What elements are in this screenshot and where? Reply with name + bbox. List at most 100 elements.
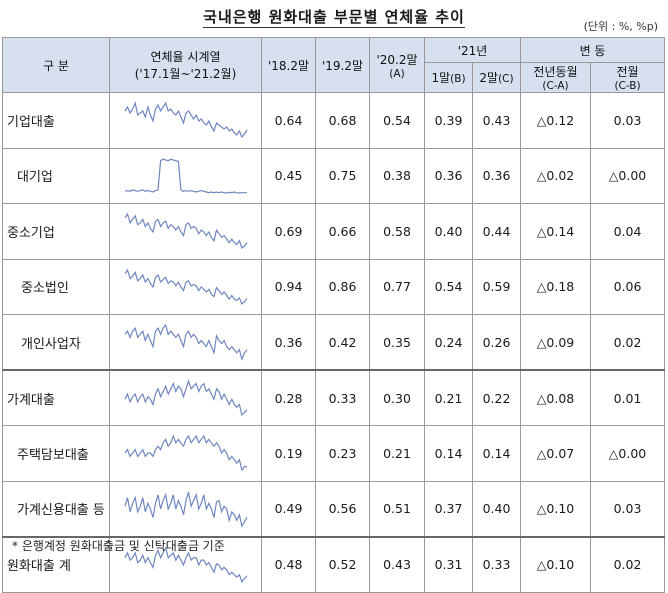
value-yoy: △0.12 [520, 92, 592, 149]
header-timeseries-range: ('17.1월~'21.2월) [134, 67, 237, 81]
value-18-2: 0.45 [261, 147, 316, 204]
page-title-text: 국내은행 원화대출 부문별 연체율 추이 [203, 8, 465, 28]
row-label: 중소법인 [2, 258, 110, 315]
table-row: 가계대출 0.28 0.33 0.30 0.21 0.22 △0.08 0.01 [2, 369, 666, 426]
value-yoy: △0.08 [520, 369, 592, 426]
header-yoy-label: 전년동월 [533, 65, 578, 79]
header-category: 구 분 [2, 37, 110, 93]
value-mom: △0.00 [590, 425, 666, 482]
value-19-2: 0.56 [315, 480, 370, 537]
value-19-2: 0.33 [315, 369, 370, 426]
sparkline-cell [109, 203, 262, 260]
value-20-2: 0.38 [369, 147, 425, 204]
sparkline [124, 212, 247, 250]
table-row: 주택담보대출 0.19 0.23 0.21 0.14 0.14 △0.07 △0.00 [2, 425, 666, 482]
value-21-2: 0.14 [471, 425, 522, 482]
value-19-2: 0.86 [315, 258, 370, 315]
value-mom: 0.01 [590, 369, 666, 426]
sparkline-cell [109, 147, 262, 204]
value-20-2: 0.30 [369, 369, 425, 426]
table-row: 가계신용대출 등 0.49 0.56 0.51 0.37 0.40 △0.10 0.03 [2, 480, 666, 537]
sparkline-cell [109, 92, 262, 149]
value-yoy: △0.18 [520, 258, 592, 315]
table-row: 중소법인 0.94 0.86 0.77 0.54 0.59 △0.18 0.06 [2, 258, 666, 315]
row-label: 중소기업 [2, 203, 110, 260]
value-mom: △0.00 [590, 147, 666, 204]
value-21-2: 0.59 [471, 258, 522, 315]
sparkline-line [123, 101, 248, 139]
header-timeseries-title: 연체율 시계열 [150, 50, 221, 64]
sparkline [123, 101, 248, 139]
value-19-2: 0.52 [315, 535, 370, 593]
value-18-2: 0.69 [261, 203, 316, 260]
value-21-1: 0.40 [424, 203, 473, 260]
value-19-2: 0.23 [315, 425, 370, 482]
sparkline-line [124, 212, 247, 250]
value-19-2: 0.42 [315, 314, 370, 371]
header-21-2-sub: (C) [498, 73, 514, 85]
header-20-2: '20.2말 (A) [369, 37, 425, 93]
sparkline-line [124, 268, 247, 305]
sparkline [124, 323, 247, 361]
sparkline [123, 491, 248, 528]
value-21-1: 0.14 [424, 425, 473, 482]
value-20-2: 0.58 [369, 203, 425, 260]
sparkline-line [123, 379, 247, 417]
table-row: 대기업 0.45 0.75 0.38 0.36 0.36 △0.02 △0.00 [2, 147, 666, 204]
value-19-2: 0.75 [315, 147, 370, 204]
row-label: 개인사업자 [2, 314, 110, 371]
value-21-1: 0.39 [424, 92, 473, 149]
row-label: 주택담보대출 [2, 425, 110, 482]
header-18-2: '18.2말 [261, 37, 316, 93]
sparkline-cell [109, 369, 262, 426]
value-21-2: 0.36 [471, 147, 522, 204]
value-19-2: 0.66 [315, 203, 370, 260]
value-18-2: 0.49 [261, 480, 316, 537]
row-label: 기업대출 [2, 92, 110, 149]
header-21-2: 2말(C) [471, 62, 522, 93]
value-mom: 0.02 [590, 314, 666, 371]
unit-label: (단위 : %, %p) [583, 20, 658, 33]
header-21-1: 1말(B) [424, 62, 473, 93]
sparkline [124, 268, 247, 305]
table-row: 개인사업자 0.36 0.42 0.35 0.24 0.26 △0.09 0.02 [2, 314, 666, 371]
footnote: * 은행계정 원화대출금 및 신탁대출금 기준 [12, 539, 225, 553]
delinquency-table: 구 분 연체율 시계열 ('17.1월~'21.2월) '18.2말 '19.2… [2, 37, 666, 593]
value-21-1: 0.54 [424, 258, 473, 315]
sparkline [124, 158, 247, 194]
header-timeseries: 연체율 시계열 ('17.1월~'21.2월) [109, 37, 262, 93]
sparkline-cell [109, 425, 262, 482]
header-21-1-label: 1말 [431, 71, 451, 85]
sparkline [124, 434, 247, 472]
header-20-2-sub: (A) [389, 67, 405, 80]
value-mom: 0.03 [590, 480, 666, 537]
value-21-2: 0.43 [471, 92, 522, 149]
value-21-1: 0.36 [424, 147, 473, 204]
sparkline-line [124, 323, 247, 361]
row-label: 가계대출 [2, 369, 110, 426]
header-21-1-sub: (B) [450, 73, 466, 85]
value-mom: 0.04 [590, 203, 666, 260]
value-21-1: 0.21 [424, 369, 473, 426]
sparkline-line [124, 158, 247, 194]
header-yoy-sub: (C-A) [542, 80, 569, 92]
value-mom: 0.06 [590, 258, 666, 315]
value-yoy: △0.10 [520, 535, 592, 593]
value-21-2: 0.22 [471, 369, 522, 426]
value-21-2: 0.33 [471, 535, 522, 593]
row-label: 가계신용대출 등 [2, 480, 110, 537]
sparkline-cell [109, 258, 262, 315]
value-21-1: 0.37 [424, 480, 473, 537]
page-title: 국내은행 원화대출 부문별 연체율 추이 [0, 6, 668, 28]
value-18-2: 0.36 [261, 314, 316, 371]
value-yoy: △0.07 [520, 425, 592, 482]
table-row: 기업대출 0.64 0.68 0.54 0.39 0.43 △0.12 0.03 [2, 92, 666, 149]
value-18-2: 0.19 [261, 425, 316, 482]
header-19-2: '19.2말 [315, 37, 370, 93]
value-21-1: 0.31 [424, 535, 473, 593]
value-21-2: 0.26 [471, 314, 522, 371]
row-label: 대기업 [2, 147, 110, 204]
sparkline-cell [109, 480, 262, 537]
header-yoy: 전년동월 (C-A) [520, 62, 592, 93]
value-20-2: 0.35 [369, 314, 425, 371]
